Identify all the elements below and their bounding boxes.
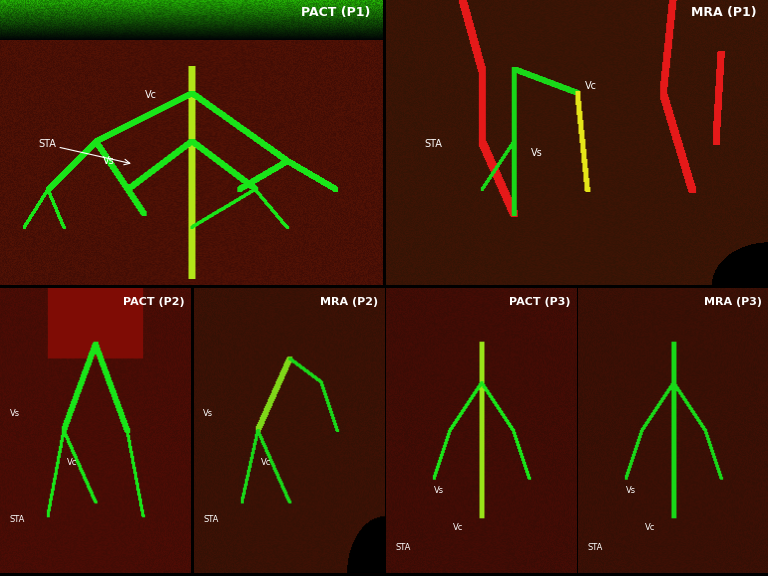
Text: STA: STA (38, 139, 56, 149)
Text: Vs: Vs (625, 486, 636, 495)
Text: Vc: Vc (145, 90, 157, 100)
Text: Vs: Vs (103, 156, 115, 166)
Text: MRA (P3): MRA (P3) (704, 297, 763, 306)
Text: Vs: Vs (204, 410, 214, 418)
Text: Vs: Vs (531, 147, 543, 157)
Text: MRA (P1): MRA (P1) (691, 6, 756, 19)
Text: MRA (P2): MRA (P2) (320, 297, 379, 306)
Text: STA: STA (588, 543, 603, 552)
Text: Vc: Vc (260, 458, 271, 467)
Text: Vc: Vc (67, 458, 77, 467)
Text: STA: STA (9, 515, 25, 524)
Text: PACT (P1): PACT (P1) (301, 6, 371, 19)
Text: PACT (P2): PACT (P2) (123, 297, 184, 306)
Text: Vc: Vc (452, 524, 463, 532)
Text: Vs: Vs (433, 486, 444, 495)
Text: Vs: Vs (9, 410, 20, 418)
Text: PACT (P3): PACT (P3) (508, 297, 571, 306)
Text: Vc: Vc (644, 524, 655, 532)
Text: STA: STA (204, 515, 219, 524)
Text: Vc: Vc (584, 81, 597, 91)
Text: STA: STA (424, 139, 442, 149)
Text: STA: STA (396, 543, 411, 552)
